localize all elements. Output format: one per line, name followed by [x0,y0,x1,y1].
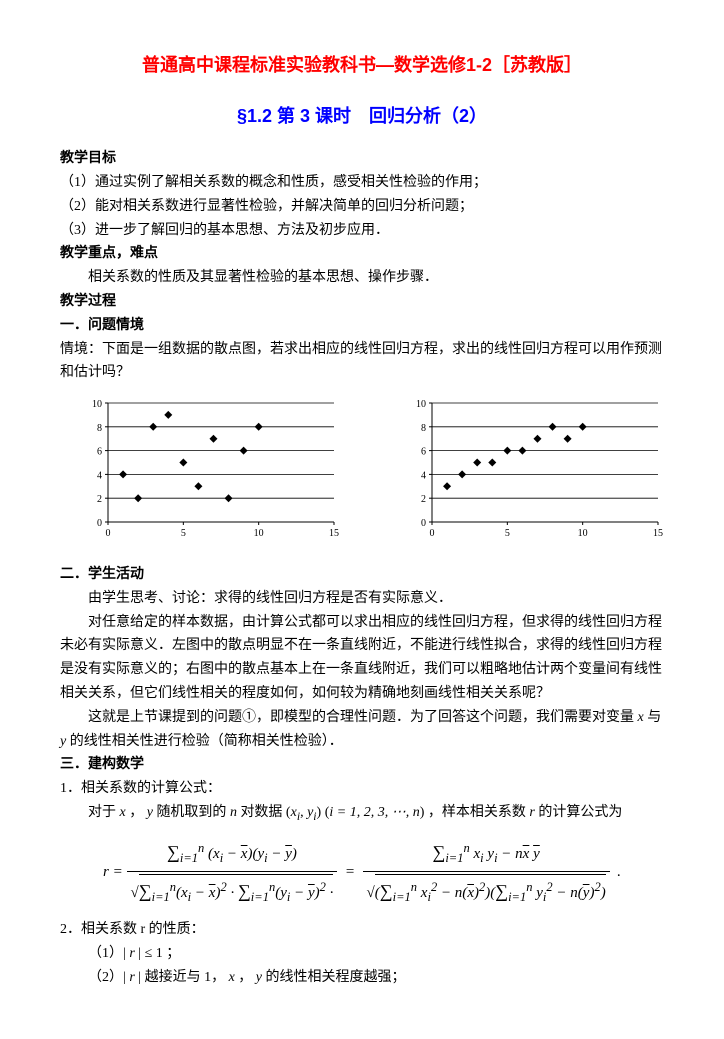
goal-item-1: （1）通过实例了解相关系数的概念和性质，感受相关性检验的作用； [60,171,664,195]
goal-item-2: （2）能对相关系数进行显著性检验，并解决简单的回归分析问题； [60,195,664,219]
svg-text:0: 0 [106,528,111,539]
svg-text:10: 10 [578,528,588,539]
svg-text:0: 0 [430,528,435,539]
txt: （2）| [88,970,129,985]
svg-text:15: 15 [329,528,339,539]
s3-item1-text: 对于 x ， y 随机取到的 n 对数据 (xi, yi) (i = 1, 2,… [60,801,664,827]
prop1: （1）| r | ≤ 1 ； [60,942,664,966]
txt: 对于 [88,805,120,820]
txt: | 越接近与 1， [135,970,229,985]
svg-text:10: 10 [416,399,426,410]
equals: = [345,864,355,880]
goal-item-3: （3）进一步了解回归的基本思想、方法及初步应用． [60,219,664,243]
txt: ， [235,970,256,985]
s3-item1: 1．相关系数的计算公式： [60,777,664,801]
txt: ) ，样本相关系数 [420,805,530,820]
scatter-chart-left: 0 2 4 6 8 10 0 5 10 15 [80,395,340,549]
svg-text:10: 10 [92,399,102,410]
svg-text:6: 6 [421,447,426,458]
svg-text:0: 0 [421,518,426,529]
svg-text:6: 6 [97,447,102,458]
s2-p3-a: 这就是上节课提到的问题①，即模型的合理性问题．为了回答这个问题，我们需要对变量 [88,710,638,725]
svg-text:5: 5 [181,528,186,539]
process-heading: 教学过程 [60,290,664,314]
scatter-chart-right: 0 2 4 6 8 10 0 5 10 15 [404,395,664,549]
s1-heading: 一．问题情境 [60,314,664,338]
s2-p2: 对任意给定的样本数据，由计算公式都可以求出相应的线性回归方程，但求得的线性回归方… [60,611,664,706]
svg-text:0: 0 [97,518,102,529]
charts-row: 0 2 4 6 8 10 0 5 10 15 0 2 4 6 8 10 0 5 10 15 [80,395,664,549]
svg-text:10: 10 [254,528,264,539]
doc-main-title: 普通高中课程标准实验教科书—数学选修1-2［苏教版］ [60,50,664,81]
s2-p1: 由学生思考、讨论：求得的线性回归方程是否有实际意义． [60,587,664,611]
svg-text:2: 2 [97,494,102,505]
svg-text:4: 4 [97,471,102,482]
prop2: （2）| r | 越接近与 1， x ， y 的线性相关程度越强； [60,966,664,990]
r-equals: r = [103,864,123,880]
s2-p3-b: 与 [644,710,662,725]
s2-heading: 二．学生活动 [60,563,664,587]
txt: 对数据 ( [237,805,291,820]
correlation-formula: r = ∑i=1n (xi − x)(yi − y) √∑i=1n(xi − x… [60,837,664,909]
keypoints-text: 相关系数的性质及其显著性检验的基本思想、操作步骤． [60,266,664,290]
txt: 随机取到的 [153,805,230,820]
idx-range: i = 1, 2, 3, ⋯, n [329,805,419,820]
s1-text: 下面是一组数据的散点图，若求出相应的线性回归方程，求出的线性回归方程可以用作预测… [60,342,662,381]
svg-text:4: 4 [421,471,426,482]
s3-item2: 2．相关系数 r 的性质： [60,918,664,942]
s2-p3: 这就是上节课提到的问题①，即模型的合理性问题．为了回答这个问题，我们需要对变量 … [60,706,664,754]
svg-text:5: 5 [505,528,510,539]
txt: ， [126,805,147,820]
txt: （1）| [88,946,129,961]
svg-text:15: 15 [653,528,663,539]
keypoints-heading: 教学重点，难点 [60,242,664,266]
s2-p3-c: 的线性相关性进行检验（简称相关性检验）． [66,734,343,749]
svg-text:8: 8 [97,423,102,434]
txt: | ≤ 1 ； [135,946,181,961]
txt: 的计算公式为 [535,805,623,820]
txt: ) ( [317,805,330,820]
goals-heading: 教学目标 [60,147,664,171]
svg-text:8: 8 [421,423,426,434]
s1-paragraph: 情境：下面是一组数据的散点图，若求出相应的线性回归方程，求出的线性回归方程可以用… [60,338,664,386]
txt: 的线性相关程度越强； [262,970,406,985]
s1-label: 情境： [60,342,102,357]
doc-subtitle: §1.2 第 3 课时 回归分析（2） [60,101,664,132]
var-n: n [230,805,237,820]
s3-heading: 三．建构数学 [60,753,664,777]
svg-text:2: 2 [421,494,426,505]
